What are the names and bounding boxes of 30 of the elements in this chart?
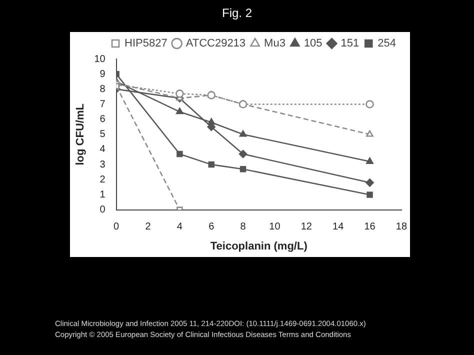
legend-label: ATCC29213 [186, 38, 246, 50]
x-tick-label: 4 [176, 222, 183, 233]
x-tick-label: 10 [269, 222, 281, 233]
legend-label: 151 [340, 38, 360, 50]
x-tick-label: 6 [208, 222, 215, 233]
x-tick-label: 12 [300, 222, 312, 233]
x-axis-title: Teicoplanin (mg/L) [210, 240, 308, 252]
x-tick-label: 2 [145, 222, 152, 233]
y-axis-title: log CFU/mL [74, 103, 87, 166]
y-tick-label: 4 [100, 144, 106, 156]
x-tick-label: 14 [332, 222, 344, 233]
y-tick-label: 3 [100, 159, 106, 170]
y-tick-label: 0 [100, 204, 106, 216]
chart-title: Fig. 2 [220, 6, 253, 20]
y-tick-label: 9 [100, 68, 106, 80]
y-tick-label: 6 [100, 114, 106, 126]
legend-label: 105 [304, 38, 322, 50]
y-tick-label: 5 [100, 129, 106, 140]
x-tick-label: 16 [364, 222, 376, 233]
legend-label: Mu3 [264, 38, 286, 50]
legend-label: 254 [378, 38, 396, 50]
x-tick-label: 8 [240, 222, 246, 233]
y-tick-label: 7 [100, 98, 106, 110]
x-tick-label: 0 [114, 222, 120, 233]
y-tick-label: 2 [100, 174, 106, 186]
y-tick-label: 8 [100, 84, 106, 95]
y-tick-label: 1 [100, 189, 106, 200]
x-tick-label: 18 [396, 222, 408, 233]
y-tick-label: 10 [94, 54, 106, 65]
legend-label: HIP5827 [124, 38, 168, 50]
